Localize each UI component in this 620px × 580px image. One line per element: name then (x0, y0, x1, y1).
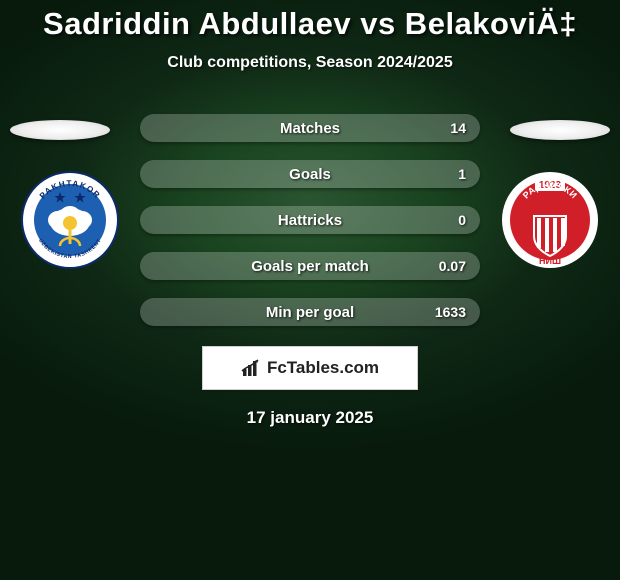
stat-value-right: 0.07 (439, 258, 466, 274)
stat-row-hattricks: Hattricks 0 (140, 206, 480, 234)
stat-row-min-per-goal: Min per goal 1633 (140, 298, 480, 326)
stat-row-goals-per-match: Goals per match 0.07 (140, 252, 480, 280)
stat-label: Min per goal (266, 304, 354, 321)
stat-label: Matches (280, 120, 340, 137)
stat-label: Goals (289, 166, 331, 183)
content-root: Sadriddin Abdullaev vs BelakoviÄ‡ Club c… (0, 0, 620, 580)
brand-text: FcTables.com (267, 358, 379, 378)
brand-attribution: FcTables.com (202, 346, 418, 390)
stat-row-goals: Goals 1 (140, 160, 480, 188)
page-subtitle: Club competitions, Season 2024/2025 (0, 54, 620, 72)
page-title: Sadriddin Abdullaev vs BelakoviÄ‡ (0, 0, 620, 42)
stat-label: Hattricks (278, 212, 342, 229)
stat-value-right: 0 (458, 212, 466, 228)
snapshot-date: 17 january 2025 (0, 408, 620, 428)
stats-comparison: Matches 14 Goals 1 Hattricks 0 Goals per… (0, 114, 620, 334)
stat-row-matches: Matches 14 (140, 114, 480, 142)
stat-value-right: 14 (450, 120, 466, 136)
stat-label: Goals per match (251, 258, 369, 275)
bar-chart-icon (241, 357, 263, 379)
stat-value-right: 1 (458, 166, 466, 182)
stat-value-right: 1633 (435, 304, 466, 320)
